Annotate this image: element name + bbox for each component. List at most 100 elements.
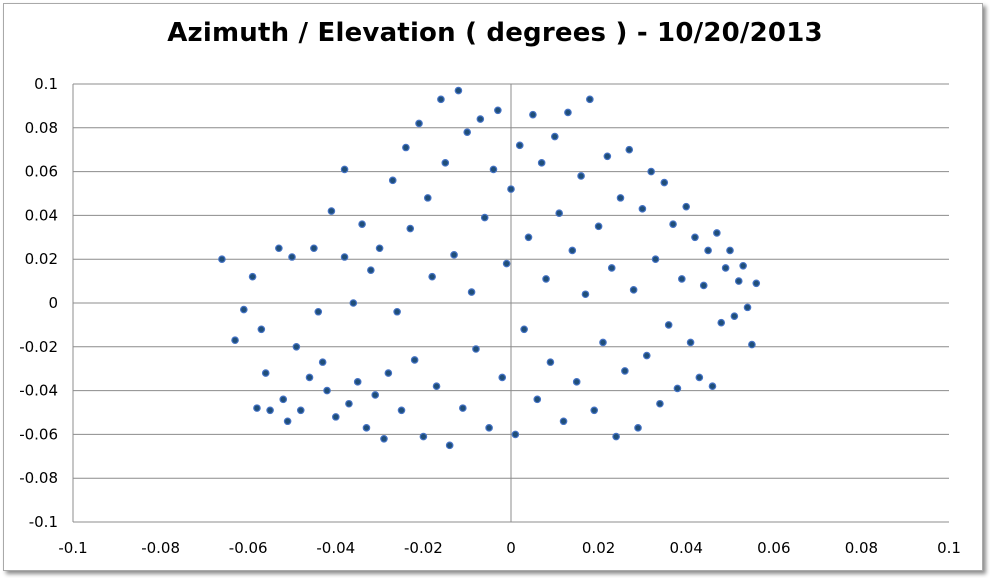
data-point	[594, 222, 603, 231]
data-point	[419, 432, 428, 441]
data-point	[507, 185, 515, 193]
data-point	[437, 95, 445, 104]
data-point	[367, 266, 375, 274]
data-point	[393, 307, 401, 316]
data-point	[568, 246, 577, 255]
data-point	[415, 119, 423, 128]
data-point	[402, 143, 410, 152]
data-point	[463, 128, 472, 136]
data-point	[638, 205, 647, 213]
data-point	[480, 213, 489, 222]
data-point	[485, 424, 493, 432]
data-point	[371, 391, 380, 399]
data-point	[375, 244, 384, 253]
data-point	[345, 399, 353, 408]
y-tick-label: -0.1	[29, 513, 58, 531]
data-point	[406, 224, 415, 233]
data-point	[682, 202, 691, 211]
data-point	[726, 246, 734, 255]
data-point	[603, 152, 612, 161]
x-tick-label: -0.08	[141, 539, 180, 557]
chart-frame	[3, 3, 983, 571]
data-point	[266, 406, 274, 415]
data-point	[616, 194, 625, 202]
data-point	[494, 106, 502, 115]
data-point	[559, 417, 568, 426]
data-point	[642, 351, 651, 360]
data-point	[240, 305, 248, 314]
y-tick-label: 0.04	[25, 206, 58, 224]
data-point	[686, 338, 695, 347]
data-point	[555, 209, 563, 218]
data-point	[607, 264, 616, 272]
data-point	[621, 367, 629, 375]
data-point	[397, 406, 406, 415]
data-point	[660, 178, 669, 187]
data-point	[218, 255, 226, 264]
y-tick-label: 0.1	[34, 75, 58, 93]
data-point	[739, 261, 747, 270]
data-point	[542, 275, 550, 283]
data-point	[673, 384, 682, 393]
data-point	[459, 404, 467, 412]
data-point	[380, 434, 388, 443]
data-point	[432, 382, 441, 391]
data-point	[708, 382, 717, 391]
data-point	[656, 399, 664, 408]
data-point	[511, 430, 520, 439]
y-tick-label: -0.08	[19, 469, 58, 487]
data-point	[550, 132, 559, 141]
data-point	[362, 424, 371, 432]
x-tick-label: 0.06	[757, 539, 790, 557]
data-point	[599, 338, 607, 347]
data-point	[564, 108, 572, 117]
data-point	[410, 356, 419, 364]
data-point	[502, 259, 511, 268]
x-tick-label: 0.04	[669, 539, 702, 557]
y-tick-label: 0.06	[25, 163, 58, 181]
data-point	[752, 279, 761, 288]
data-point	[261, 369, 270, 377]
data-point	[323, 386, 331, 395]
data-point	[253, 404, 261, 412]
data-point	[441, 159, 450, 167]
data-point	[651, 255, 660, 264]
data-point	[318, 358, 327, 366]
data-point	[529, 110, 537, 119]
data-point	[612, 432, 620, 441]
chart-title: Azimuth / Elevation ( degrees ) - 10/20/…	[167, 18, 823, 48]
data-point	[721, 264, 730, 272]
data-point	[498, 373, 507, 382]
y-tick-label: -0.02	[19, 338, 58, 356]
data-point	[669, 220, 677, 228]
y-tick-label: 0	[48, 294, 58, 312]
data-point	[515, 141, 524, 150]
data-point	[625, 145, 634, 154]
data-point	[231, 336, 239, 345]
data-point	[314, 307, 323, 316]
data-point	[590, 406, 599, 415]
data-point	[331, 413, 340, 421]
data-point	[340, 253, 349, 261]
data-point	[450, 251, 458, 259]
data-point	[743, 303, 752, 312]
data-point	[678, 275, 686, 283]
data-point	[305, 373, 314, 382]
data-point	[349, 299, 358, 307]
x-tick-label: -0.1	[58, 539, 87, 557]
data-point	[248, 272, 257, 281]
y-tick-label: -0.04	[19, 382, 58, 400]
data-point	[279, 395, 288, 404]
data-point	[695, 373, 704, 382]
data-point	[647, 167, 655, 176]
data-point	[713, 229, 721, 237]
data-point	[472, 345, 480, 353]
data-point	[275, 244, 283, 253]
data-point	[734, 277, 743, 285]
data-point	[748, 340, 756, 349]
data-point	[489, 165, 498, 174]
data-point	[288, 253, 296, 261]
data-point	[428, 272, 436, 281]
data-point	[520, 325, 528, 334]
